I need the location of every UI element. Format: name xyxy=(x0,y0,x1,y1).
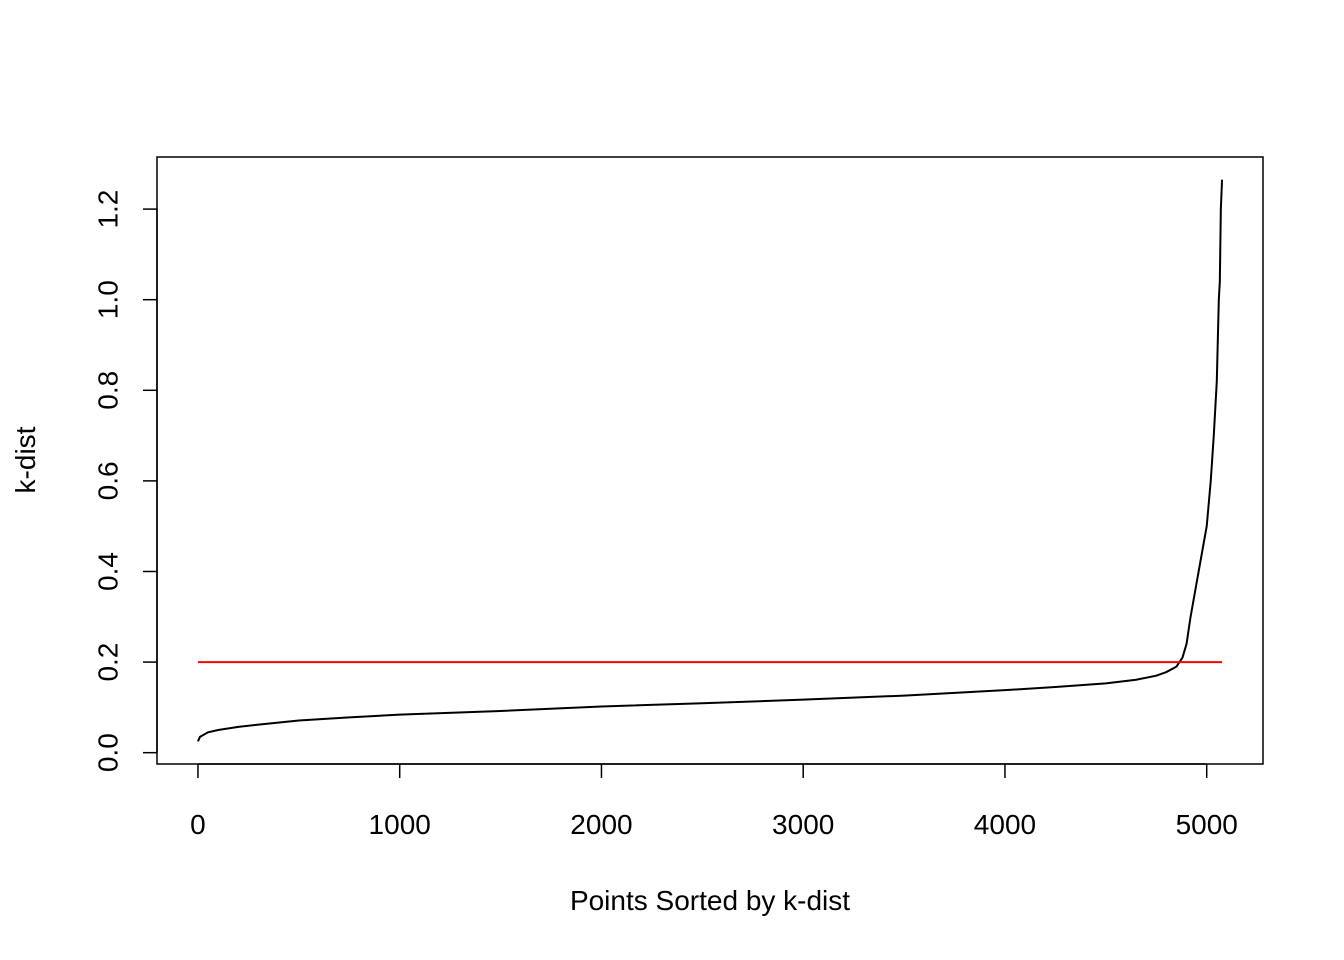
x-tick-label: 4000 xyxy=(974,809,1036,840)
plot-frame xyxy=(156,156,1264,765)
x-tick-label: 0 xyxy=(190,809,206,840)
y-tick-label: 1.2 xyxy=(92,190,123,229)
x-tick-label: 1000 xyxy=(369,809,431,840)
x-tick-label: 2000 xyxy=(570,809,632,840)
x-tick-label: 5000 xyxy=(1176,809,1238,840)
y-axis-label: k-dist xyxy=(10,426,41,493)
x-axis-label: Points Sorted by k-dist xyxy=(570,885,850,916)
y-tick-label: 1.0 xyxy=(92,280,123,319)
y-tick-label: 0.8 xyxy=(92,371,123,410)
y-tick-label: 0.4 xyxy=(92,552,123,591)
y-tick-label: 0.2 xyxy=(92,643,123,682)
y-tick-label: 0.6 xyxy=(92,461,123,500)
series-line xyxy=(197,179,1224,742)
y-tick-label: 0.0 xyxy=(92,733,123,772)
x-tick-label: 3000 xyxy=(772,809,834,840)
